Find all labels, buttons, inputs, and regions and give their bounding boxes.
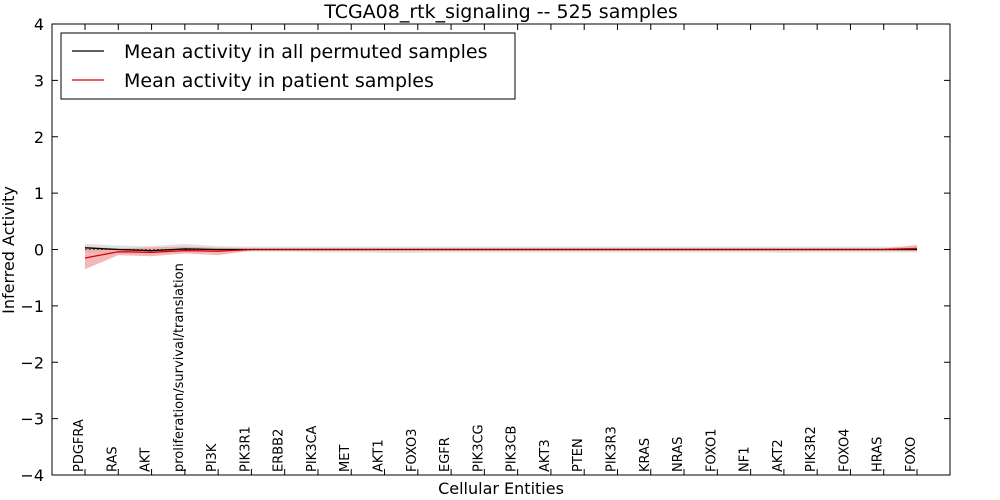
- y-tick-label: 3: [34, 71, 44, 90]
- x-category-label: FOXO3: [405, 429, 420, 472]
- x-category-label: PIK3CB: [505, 426, 520, 472]
- chart-title: TCGA08_rtk_signaling -- 525 samples: [323, 1, 678, 23]
- x-category-label: PI3K: [205, 443, 220, 472]
- x-category-label: EGFR: [438, 437, 453, 472]
- x-category-label: MET: [338, 445, 353, 472]
- x-category-label: NF1: [738, 447, 753, 472]
- y-tick-label: −3: [20, 410, 44, 429]
- x-axis-labels: PDGFRA RAS AKT proliferation/survival/trans…: [72, 24, 919, 475]
- x-category-label: PTEN: [571, 438, 586, 472]
- x-axis-label: Cellular Entities: [438, 479, 564, 498]
- x-category-label: AKT1: [372, 439, 387, 472]
- x-category-label: AKT: [139, 448, 154, 472]
- x-category-label: PIK3CA: [305, 425, 320, 472]
- legend-box: [60, 32, 516, 100]
- x-category-label: PIK3R2: [804, 426, 819, 472]
- x-category-label: proliferation/survival/translation: [172, 263, 187, 472]
- y-axis-ticks: 4 3 2 1 0 −1 −2 −3 −4: [20, 15, 950, 485]
- y-tick-label: 1: [34, 184, 44, 203]
- y-tick-label: −2: [20, 353, 44, 372]
- x-category-label: NRAS: [671, 437, 686, 472]
- y-tick-label: 0: [34, 241, 44, 260]
- y-axis-label: Inferred Activity: [0, 186, 18, 314]
- series-lines: [84, 247, 918, 259]
- x-category-label: AKT3: [538, 439, 553, 472]
- x-category-label: ERBB2: [272, 429, 287, 472]
- y-tick-label: 4: [34, 15, 44, 34]
- x-category-label: HRAS: [871, 437, 886, 472]
- x-category-label: FOXO1: [704, 429, 719, 472]
- plot-frame: [51, 23, 951, 476]
- x-category-label: KRAS: [638, 438, 653, 472]
- x-category-label: AKT2: [771, 439, 786, 472]
- x-category-label: FOXO4: [837, 429, 852, 472]
- legend-label-permuted: Mean activity in all permuted samples: [124, 41, 487, 63]
- x-category-label: PIK3R1: [238, 426, 253, 472]
- x-category-label: FOXO: [904, 437, 919, 472]
- x-category-label: RAS: [105, 446, 120, 472]
- x-category-label: PDGFRA: [72, 419, 87, 472]
- y-tick-label: −1: [20, 297, 44, 316]
- legend-label-patient: Mean activity in patient samples: [124, 70, 434, 92]
- y-tick-label: 2: [34, 128, 44, 147]
- y-tick-label: −4: [20, 466, 44, 485]
- x-category-label: PIK3R3: [604, 426, 619, 472]
- legend: Mean activity in all permuted samples Me…: [60, 32, 516, 100]
- x-category-label: PIK3CG: [471, 424, 486, 472]
